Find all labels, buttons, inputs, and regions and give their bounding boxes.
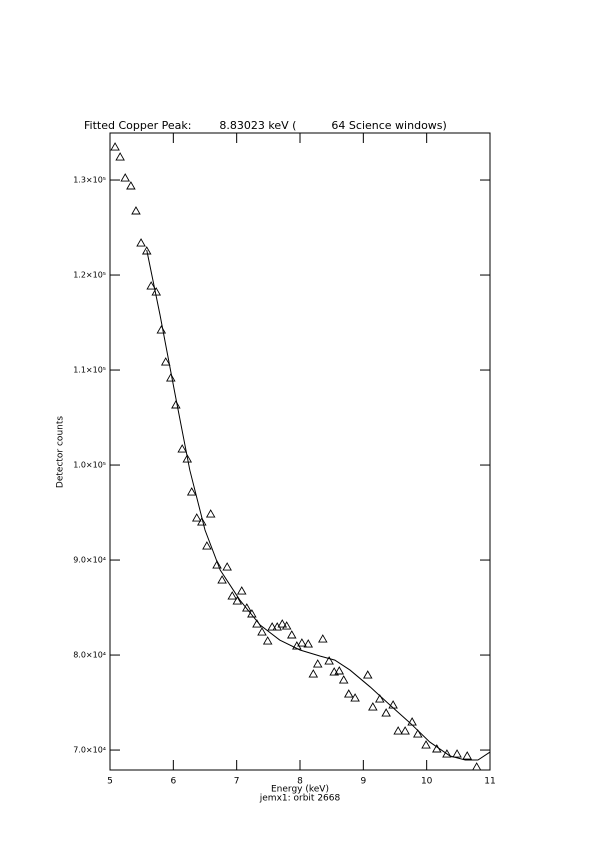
data-point bbox=[272, 622, 282, 631]
data-point bbox=[421, 740, 431, 749]
data-point bbox=[277, 619, 288, 628]
chart-title: Fitted Copper Peak: 8.83023 keV ( 64 Sci… bbox=[84, 119, 447, 132]
subtitle: jemx1: orbit 2668 bbox=[259, 794, 341, 804]
data-point bbox=[126, 181, 136, 190]
data-point bbox=[160, 357, 171, 366]
x-tick-label: 9 bbox=[360, 777, 366, 787]
fit-line bbox=[146, 249, 491, 761]
data-point bbox=[292, 641, 302, 650]
data-point bbox=[393, 726, 403, 735]
data-point bbox=[413, 729, 423, 738]
x-tick-label: 7 bbox=[234, 777, 240, 787]
data-point bbox=[257, 627, 267, 636]
y-tick-label: 8.0×10⁴ bbox=[73, 651, 106, 660]
data-point bbox=[205, 509, 216, 518]
data-point bbox=[338, 675, 349, 684]
data-point bbox=[186, 487, 197, 496]
data-point bbox=[191, 513, 202, 522]
data-point bbox=[236, 586, 247, 595]
data-point bbox=[136, 238, 146, 247]
y-tick-label: 7.0×10⁴ bbox=[73, 746, 106, 755]
y-tick-label: 1.3×10⁵ bbox=[73, 176, 106, 185]
data-point bbox=[110, 142, 120, 151]
data-point bbox=[442, 749, 452, 758]
data-point bbox=[212, 560, 222, 569]
data-point bbox=[247, 609, 257, 618]
data-point bbox=[262, 636, 273, 645]
data-point bbox=[368, 702, 378, 711]
data-point bbox=[452, 749, 462, 758]
data-point bbox=[318, 634, 328, 643]
y-tick-label: 1.0×10⁵ bbox=[73, 461, 106, 470]
data-point bbox=[286, 630, 297, 639]
x-axis-label: Energy (keV) bbox=[271, 785, 329, 795]
data-point bbox=[182, 454, 193, 463]
x-tick-label: 11 bbox=[484, 777, 495, 787]
data-point bbox=[334, 666, 345, 675]
plot-frame bbox=[109, 132, 491, 771]
y-tick-label: 9.0×10⁴ bbox=[73, 556, 106, 565]
y-axis-label: Detector counts bbox=[56, 416, 66, 488]
data-point bbox=[197, 517, 207, 526]
x-tick-label: 5 bbox=[107, 777, 113, 787]
data-point bbox=[227, 591, 238, 600]
data-point bbox=[312, 659, 323, 668]
data-point bbox=[362, 670, 373, 679]
data-point bbox=[400, 726, 410, 735]
data-point bbox=[222, 562, 232, 571]
data-point bbox=[407, 717, 417, 726]
data-point bbox=[324, 656, 334, 665]
y-tick-label: 1.2×10⁵ bbox=[73, 271, 106, 280]
data-point bbox=[177, 444, 187, 453]
data-point bbox=[131, 206, 141, 215]
data-point bbox=[166, 373, 176, 382]
x-tick-label: 8 bbox=[297, 777, 303, 787]
data-point bbox=[202, 541, 212, 550]
data-point bbox=[120, 173, 130, 182]
data-point bbox=[343, 689, 354, 698]
data-point bbox=[381, 708, 391, 717]
data-point bbox=[388, 700, 398, 709]
data-point bbox=[267, 622, 277, 631]
x-tick-label: 6 bbox=[170, 777, 176, 787]
data-point bbox=[375, 694, 385, 703]
data-point bbox=[141, 246, 152, 255]
data-point bbox=[462, 751, 472, 760]
data-point bbox=[217, 575, 227, 584]
data-point bbox=[115, 152, 125, 161]
data-point bbox=[242, 603, 252, 612]
data-point bbox=[350, 693, 360, 702]
data-point bbox=[281, 621, 292, 630]
data-point bbox=[232, 596, 243, 605]
data-point bbox=[297, 638, 307, 647]
data-point bbox=[471, 762, 482, 771]
data-point bbox=[171, 400, 181, 409]
x-tick-label: 10 bbox=[421, 777, 433, 787]
data-point bbox=[303, 639, 314, 648]
data-point bbox=[156, 325, 167, 334]
data-point bbox=[308, 669, 319, 678]
data-point bbox=[146, 281, 156, 290]
y-tick-label: 1.1×10⁵ bbox=[73, 366, 106, 375]
